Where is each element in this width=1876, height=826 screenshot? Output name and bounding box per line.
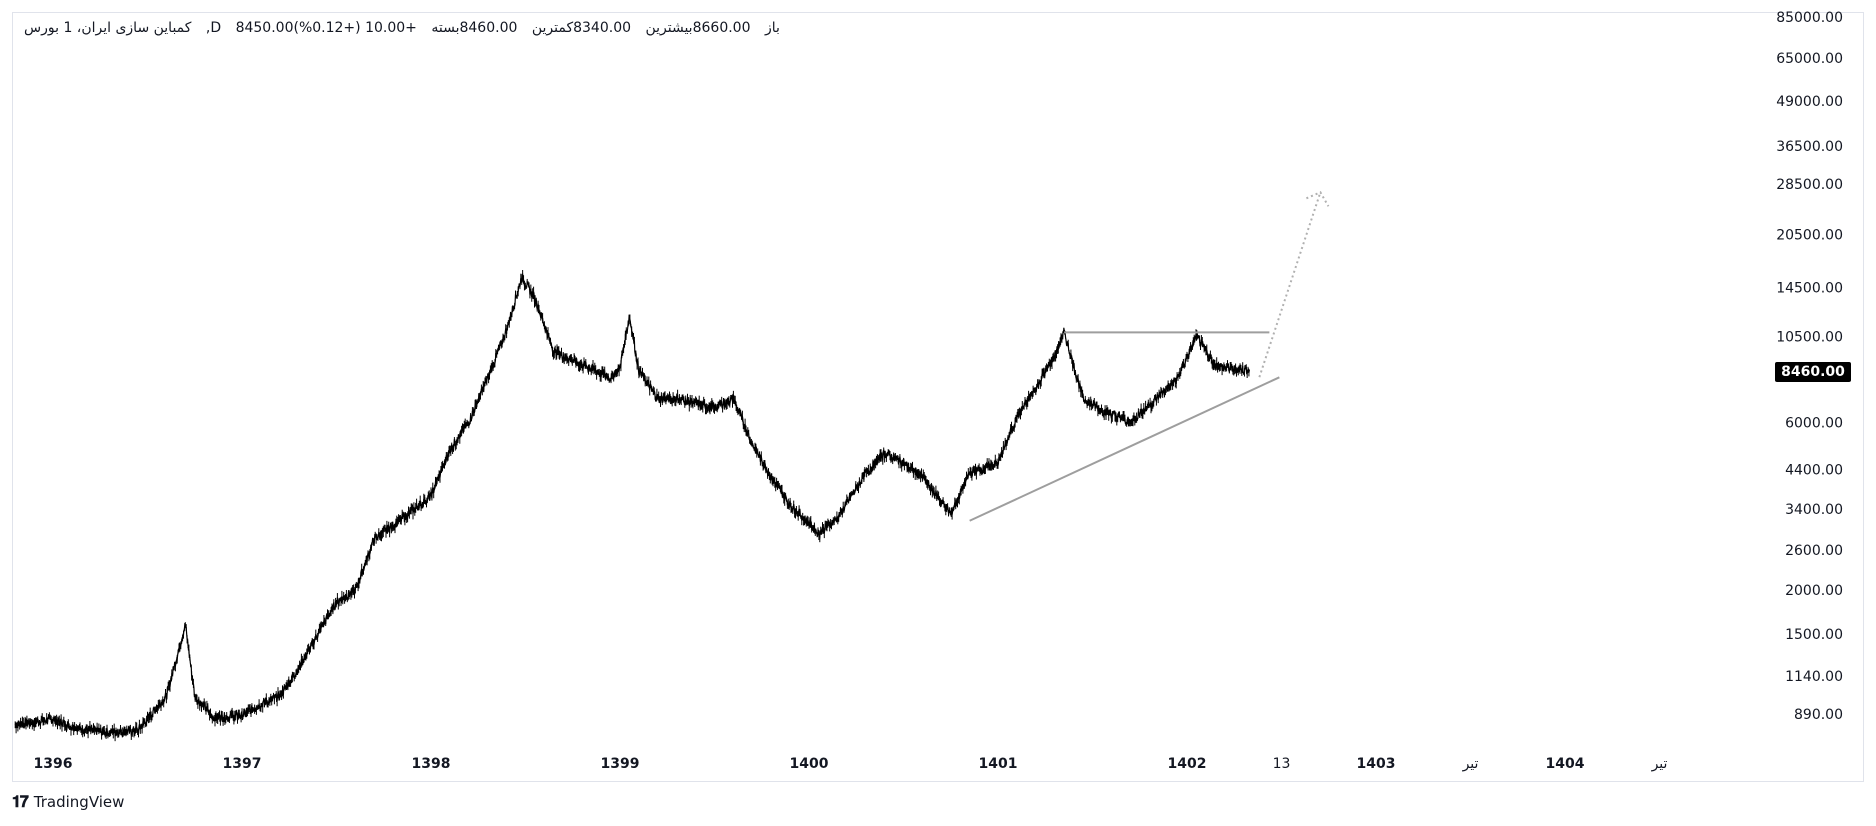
open-value: 8450.00 باز xyxy=(235,20,780,36)
y-tick-label: 65000.00 xyxy=(1776,51,1843,67)
x-tick-label: 1398 xyxy=(412,756,451,772)
x-tick-label: تیر xyxy=(1462,756,1479,772)
y-tick-label: 4400.00 xyxy=(1785,463,1843,479)
tradingview-logo-icon: 𝟏𝟕 xyxy=(12,792,29,811)
high-value: 8660.00بیشترین xyxy=(645,20,751,36)
y-tick-label: 3400.00 xyxy=(1785,502,1843,518)
y-tick-label: 85000.00 xyxy=(1776,10,1843,26)
ohlc-legend: کمباین سازی ایران، 1 بورس ,D 8450.00 باز … xyxy=(24,20,790,36)
tradingview-brand[interactable]: 𝟏𝟕 TradingView xyxy=(12,792,124,812)
y-tick-label: 890.00 xyxy=(1794,707,1843,723)
x-tick-label: 1400 xyxy=(790,756,829,772)
y-tick-label: 14500.00 xyxy=(1776,280,1843,296)
x-tick-label: تیر xyxy=(1651,756,1668,772)
y-tick-label: 20500.00 xyxy=(1776,227,1843,243)
price-axis[interactable]: 890.00 1140.00 1500.00 2000.00 2600.00 3400.0… xyxy=(1776,10,1843,723)
support-trendline xyxy=(969,376,1280,522)
x-tick-label: 1396 xyxy=(34,756,73,772)
x-tick-label: 1404 xyxy=(1546,756,1585,772)
time-axis[interactable]: 1396 1397 1398 1399 1400 1401 1402 13 1403 تیر 140… xyxy=(34,756,1668,772)
y-tick-label: 49000.00 xyxy=(1776,94,1843,110)
change-value: +10.00 (+0.12%) xyxy=(293,20,417,36)
y-tick-label: 28500.00 xyxy=(1776,177,1843,193)
close-value: 8460.00بسته xyxy=(431,20,518,36)
x-tick-label: 1401 xyxy=(979,756,1018,772)
y-tick-label: 2000.00 xyxy=(1785,583,1843,599)
y-tick-label: 1140.00 xyxy=(1785,669,1843,685)
x-tick-label: 1402 xyxy=(1168,756,1207,772)
y-tick-label: 1500.00 xyxy=(1785,627,1843,643)
projection-arrow xyxy=(1258,192,1322,378)
chart-frame xyxy=(12,12,1864,782)
projection-arrowhead xyxy=(1306,191,1330,207)
drawings-layer[interactable] xyxy=(969,191,1330,522)
symbol-name[interactable]: کمباین سازی ایران، 1 xyxy=(63,20,192,36)
exchange-label: بورس ,D xyxy=(24,20,222,36)
x-tick-label: 1403 xyxy=(1357,756,1396,772)
x-tick-label: 1397 xyxy=(223,756,262,772)
price-series xyxy=(14,270,1250,742)
x-tick-label: 1399 xyxy=(601,756,640,772)
y-tick-label: 10500.00 xyxy=(1776,330,1843,346)
last-price-badge: 8460.00 xyxy=(1775,362,1851,382)
brand-label: TradingView xyxy=(33,793,125,811)
y-tick-label: 6000.00 xyxy=(1785,415,1843,431)
y-tick-label: 36500.00 xyxy=(1776,139,1843,155)
x-tick-label: 13 xyxy=(1273,756,1291,772)
price-line xyxy=(14,273,1250,738)
low-value: 8340.00کمترین xyxy=(531,20,632,36)
y-tick-label: 2600.00 xyxy=(1785,543,1843,559)
